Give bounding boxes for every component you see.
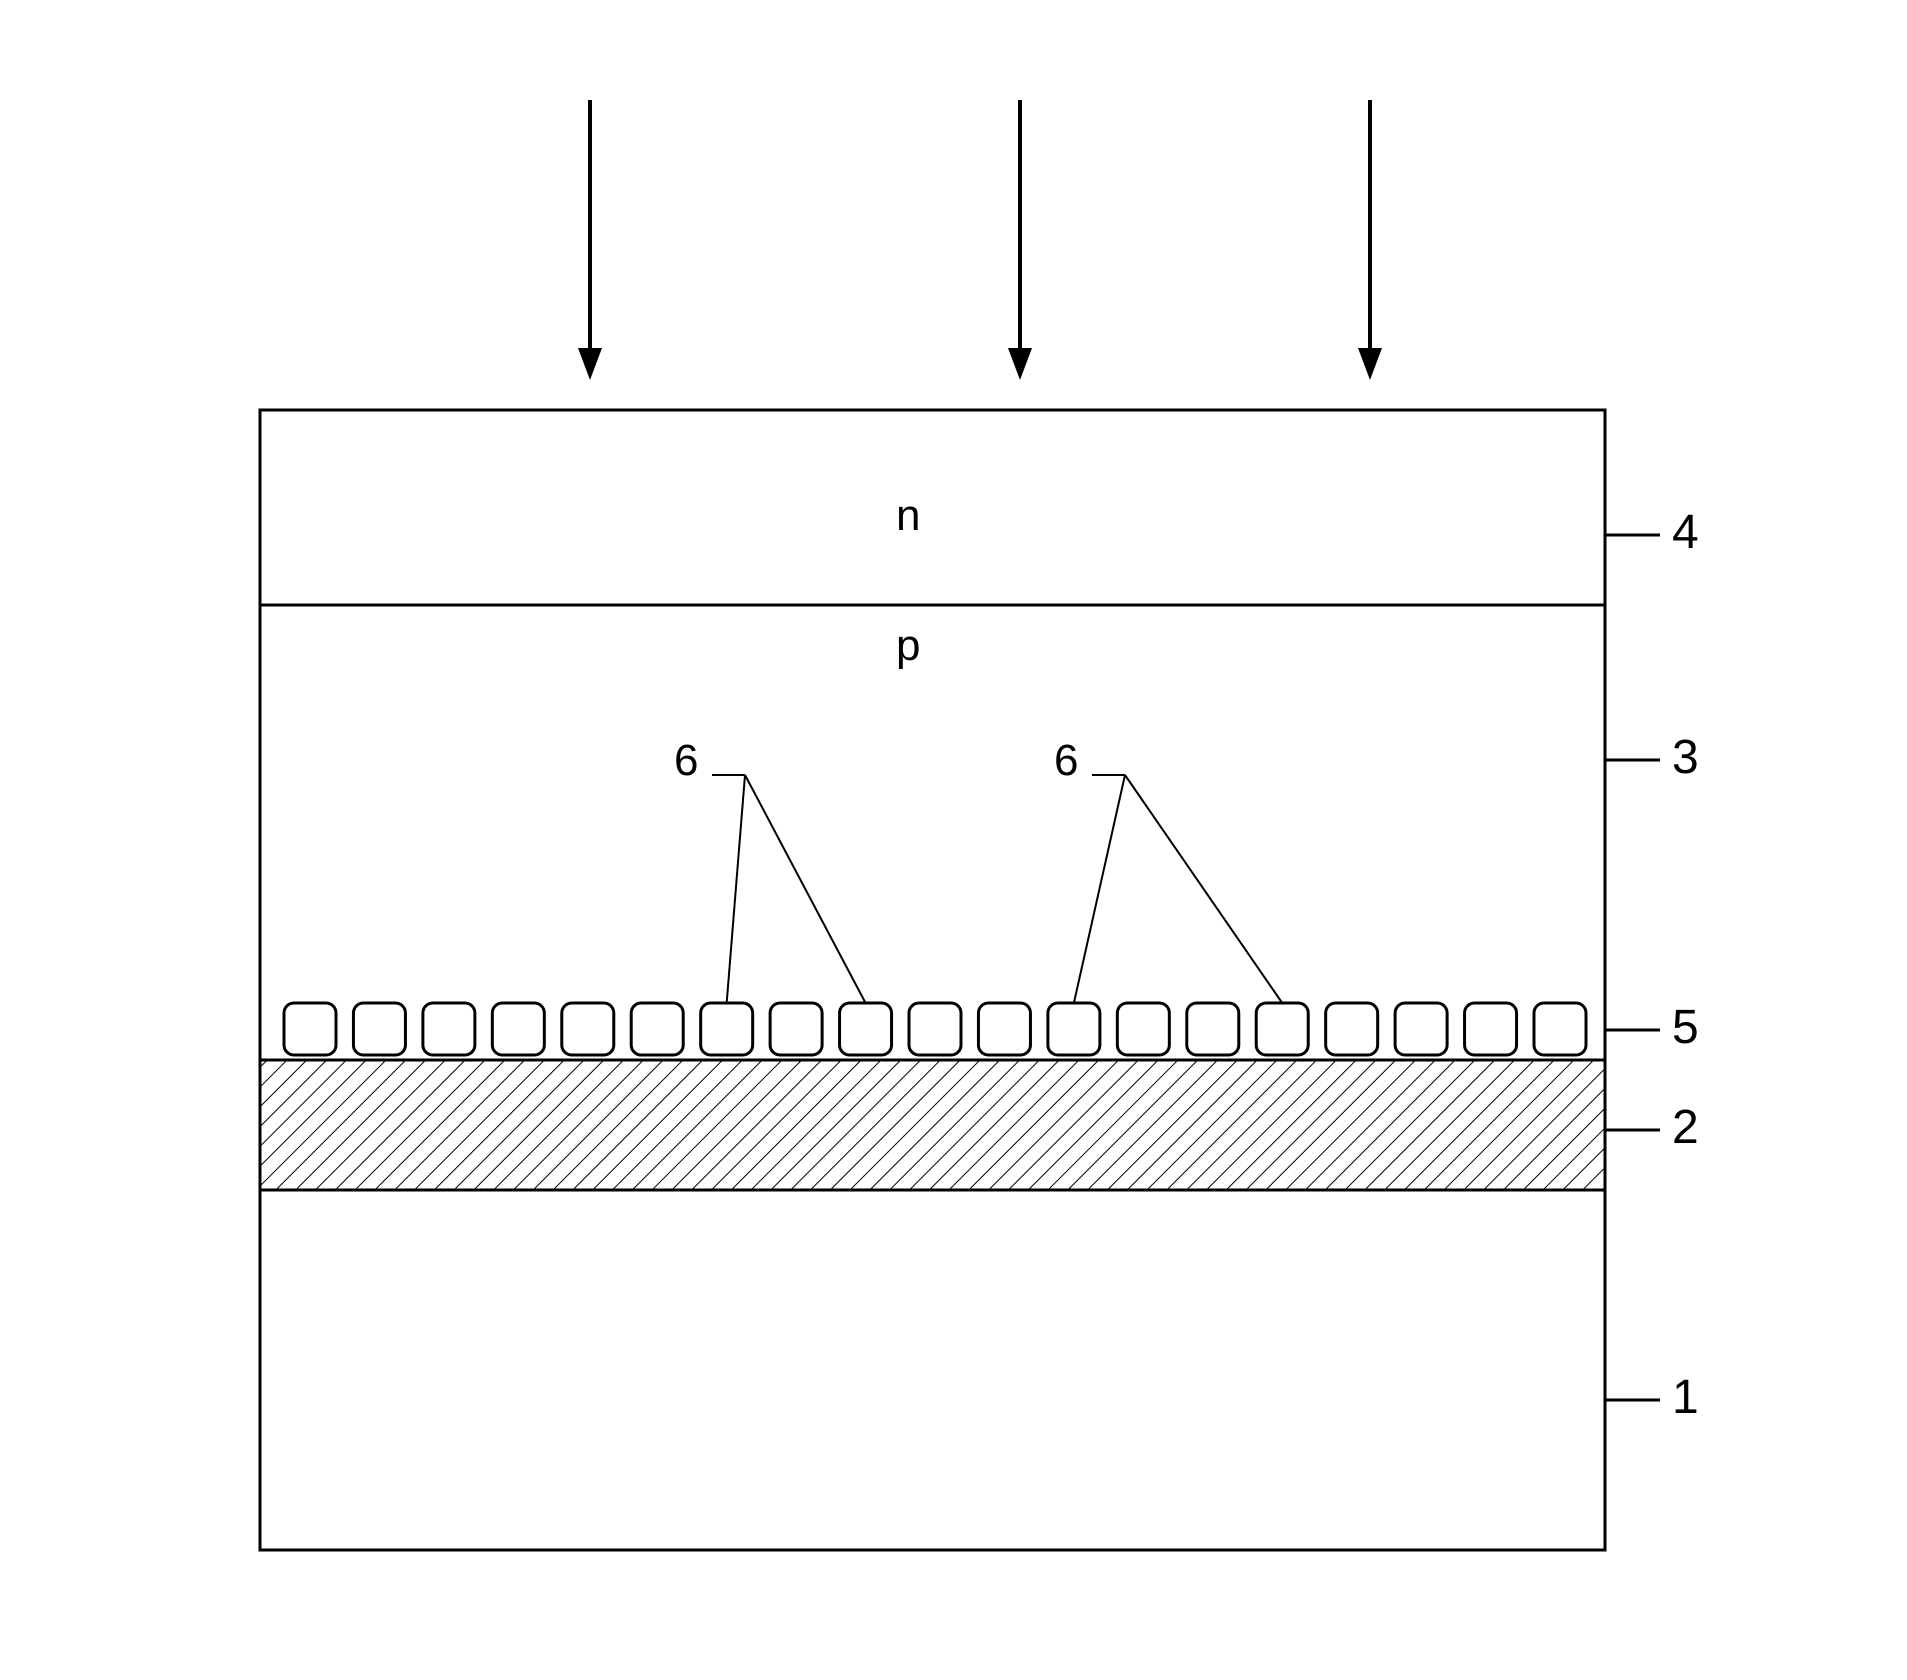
quantum-dot xyxy=(353,1003,405,1055)
quantum-dot xyxy=(1048,1003,1100,1055)
quantum-dot xyxy=(423,1003,475,1055)
quantum-dot xyxy=(770,1003,822,1055)
quantum-dot xyxy=(1326,1003,1378,1055)
quantum-dot xyxy=(284,1003,336,1055)
incident-arrow-head xyxy=(1358,348,1382,380)
layer-2-hatched xyxy=(262,1060,1604,1190)
quantum-dot xyxy=(978,1003,1030,1055)
layer-label-n: n xyxy=(896,491,920,541)
incident-arrow-head xyxy=(578,348,602,380)
quantum-dot xyxy=(562,1003,614,1055)
side-label-3: 3 xyxy=(1672,730,1699,785)
quantum-dot xyxy=(1465,1003,1517,1055)
side-label-5: 5 xyxy=(1672,1000,1699,1055)
quantum-dot xyxy=(840,1003,892,1055)
layer-label-p: p xyxy=(896,621,920,671)
incident-arrow-head xyxy=(1008,348,1032,380)
quantum-dot xyxy=(1256,1003,1308,1055)
side-label-2: 2 xyxy=(1672,1100,1699,1155)
quantum-dot xyxy=(701,1003,753,1055)
callout-6-label: 6 xyxy=(674,736,698,786)
side-label-4: 4 xyxy=(1672,505,1699,560)
quantum-dot xyxy=(909,1003,961,1055)
quantum-dot xyxy=(1117,1003,1169,1055)
quantum-dot xyxy=(1534,1003,1586,1055)
quantum-dot xyxy=(492,1003,544,1055)
device-outline xyxy=(260,410,1605,1550)
callout-6-label: 6 xyxy=(1054,736,1078,786)
side-label-1: 1 xyxy=(1672,1370,1699,1425)
quantum-dot xyxy=(1395,1003,1447,1055)
quantum-dot xyxy=(631,1003,683,1055)
quantum-dot xyxy=(1187,1003,1239,1055)
